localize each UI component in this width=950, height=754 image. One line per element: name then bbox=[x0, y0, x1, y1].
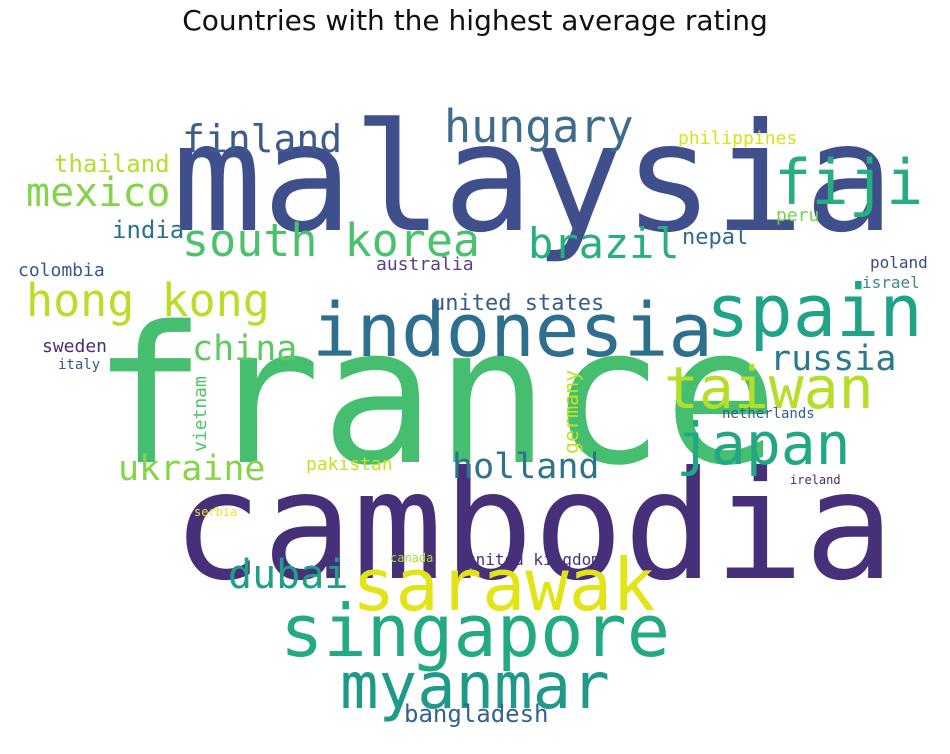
word-india: india bbox=[112, 216, 184, 244]
word-thailand: thailand bbox=[54, 150, 170, 178]
word-pakistan: pakistan bbox=[306, 454, 393, 475]
word-fiji: fiji bbox=[774, 146, 923, 219]
word-netherlands: netherlands bbox=[722, 406, 815, 422]
word-mexico: mexico bbox=[26, 170, 171, 216]
word-ukraine: ukraine bbox=[118, 449, 266, 489]
word-canada: canada bbox=[390, 551, 433, 565]
word-dubai: dubai bbox=[228, 552, 348, 598]
word-japan: japan bbox=[676, 410, 851, 478]
word-cambodia: cambodia bbox=[172, 440, 894, 614]
word-singapore: singapore bbox=[280, 589, 670, 673]
word-philippines: philippines bbox=[678, 128, 797, 149]
word-peru: peru bbox=[776, 205, 819, 226]
word-hungary: hungary bbox=[444, 100, 634, 153]
word-italy: italy bbox=[58, 357, 100, 373]
word-vietnam: vietnam bbox=[190, 376, 211, 452]
word-south-korea: south korea bbox=[182, 214, 480, 267]
word-germany: germany bbox=[559, 370, 583, 454]
word-finland: finland bbox=[182, 117, 342, 161]
word-hong-kong: hong kong bbox=[26, 274, 270, 327]
word-brazil: brazil bbox=[528, 219, 680, 268]
word-russia: russia bbox=[770, 339, 896, 379]
word-france: france bbox=[92, 286, 778, 507]
word-australia: australia bbox=[376, 254, 474, 275]
word-holland: holland bbox=[452, 447, 600, 487]
word-poland: poland bbox=[870, 253, 928, 272]
word-myanmar: myanmar bbox=[340, 650, 610, 724]
word-united-kingdom: united kingdom bbox=[466, 550, 601, 569]
word-sweden: sweden bbox=[42, 336, 107, 357]
word-bangladesh: bangladesh bbox=[404, 700, 549, 728]
chart-title: Countries with the highest average ratin… bbox=[182, 4, 768, 37]
word-ireland: ireland bbox=[790, 473, 841, 487]
word-serbia: serbia bbox=[194, 505, 237, 519]
word-indonesia: indonesia bbox=[312, 288, 713, 374]
word-spain: spain bbox=[706, 269, 923, 353]
word-nepal: nepal bbox=[682, 225, 748, 250]
word-united-states: united states bbox=[432, 291, 604, 316]
word-malaysia: malaysia bbox=[172, 92, 894, 266]
word-sarawak: sarawak bbox=[352, 543, 655, 627]
word-israel: israel bbox=[862, 273, 920, 292]
word-china: china bbox=[192, 329, 297, 369]
word-colombia: colombia bbox=[18, 260, 105, 281]
word-taiwan: taiwan bbox=[664, 354, 874, 422]
